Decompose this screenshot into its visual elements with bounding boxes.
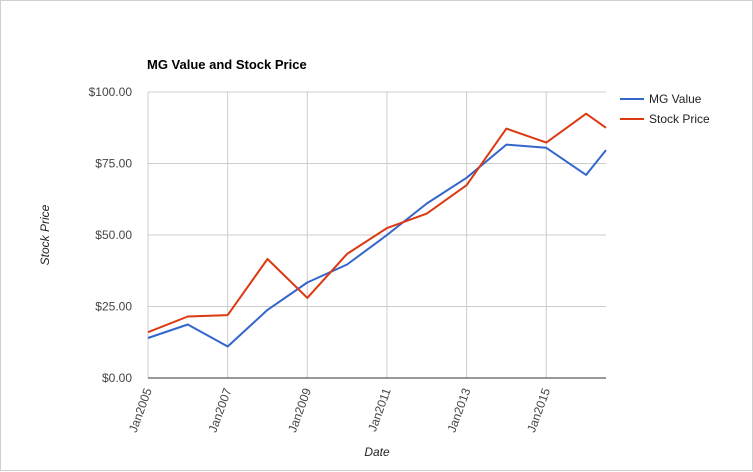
legend-label: MG Value xyxy=(649,92,702,106)
legend: MG Value Stock Price xyxy=(620,92,710,126)
x-tick-labels: Jan2005 Jan2007 Jan2009 Jan2011 Jan2013 Jan20… xyxy=(126,386,553,434)
legend-label: Stock Price xyxy=(649,112,710,126)
y-tick-label: $75.00 xyxy=(95,157,132,171)
x-tick-label: Jan2013 xyxy=(445,386,474,434)
x-tick-label: Jan2009 xyxy=(285,386,314,434)
y-tick-labels: $0.00 $25.00 $50.00 $75.00 $100.00 xyxy=(89,85,133,385)
x-tick-label: Jan2007 xyxy=(206,386,235,434)
gridlines xyxy=(147,91,606,378)
y-tick-label: $50.00 xyxy=(95,228,132,242)
y-axis-label: Stock Price xyxy=(38,204,52,265)
series-line-mg-value xyxy=(147,143,607,348)
series-line-stock-price xyxy=(147,112,607,334)
chart-title: MG Value and Stock Price xyxy=(147,57,307,72)
x-axis-label: Date xyxy=(364,445,390,459)
x-tick-label: Jan2015 xyxy=(524,386,553,434)
y-tick-label: $0.00 xyxy=(102,371,132,385)
series-lines xyxy=(147,112,607,348)
x-tick-label: Jan2005 xyxy=(126,386,155,434)
y-tick-label: $25.00 xyxy=(95,300,132,314)
x-tick-label: Jan2011 xyxy=(365,386,394,434)
y-tick-label: $100.00 xyxy=(89,85,133,99)
